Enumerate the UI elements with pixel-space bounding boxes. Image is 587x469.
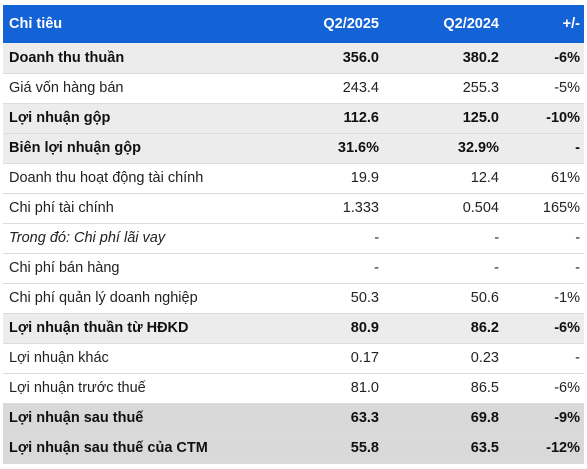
row-label: Lợi nhuận thuần từ HĐKD [3, 313, 263, 344]
table-header: Chỉ tiêu Q2/2025 Q2/2024 +/- [3, 5, 584, 43]
value-q2-2025: 31.6% [263, 133, 383, 164]
value-q2-2024: 255.3 [383, 73, 503, 104]
table-row: Doanh thu hoạt động tài chính 19.9 12.4 61% [3, 163, 584, 194]
row-label: Chi phí tài chính [3, 193, 263, 224]
value-q2-2025: 1.333 [263, 193, 383, 224]
row-label: Biên lợi nhuận gộp [3, 133, 263, 164]
value-q2-2025: - [263, 253, 383, 284]
value-change: -5% [503, 73, 584, 104]
value-q2-2025: 80.9 [263, 313, 383, 344]
value-q2-2024: 0.23 [383, 343, 503, 374]
header-row: Chỉ tiêu Q2/2025 Q2/2024 +/- [3, 5, 584, 43]
value-change: -6% [503, 43, 584, 74]
value-change: -10% [503, 103, 584, 134]
value-q2-2025: 50.3 [263, 283, 383, 314]
value-change: -12% [503, 433, 584, 464]
table-row: Lợi nhuận sau thuế của CTM 55.8 63.5 -12% [3, 433, 584, 464]
table-row: Lợi nhuận trước thuế 81.0 86.5 -6% [3, 373, 584, 404]
value-q2-2024: 50.6 [383, 283, 503, 314]
value-change: -6% [503, 373, 584, 404]
value-q2-2024: 380.2 [383, 43, 503, 74]
table-row: Doanh thu thuần 356.0 380.2 -6% [3, 43, 584, 74]
row-label: Doanh thu thuần [3, 43, 263, 74]
value-q2-2024: - [383, 223, 503, 254]
value-q2-2024: 32.9% [383, 133, 503, 164]
value-change: -1% [503, 283, 584, 314]
table-row: Chi phí quản lý doanh nghiệp 50.3 50.6 -1% [3, 283, 584, 314]
row-label: Lợi nhuận trước thuế [3, 373, 263, 404]
value-q2-2024: 69.8 [383, 403, 503, 434]
value-q2-2024: 12.4 [383, 163, 503, 194]
table-body: Doanh thu thuần 356.0 380.2 -6% Giá vốn hàng… [3, 43, 584, 464]
financial-summary-table: Chỉ tiêu Q2/2025 Q2/2024 +/- Doanh thu t… [3, 5, 584, 464]
value-q2-2025: - [263, 223, 383, 254]
value-q2-2025: 243.4 [263, 73, 383, 104]
row-label: Lợi nhuận khác [3, 343, 263, 374]
value-q2-2024: 0.504 [383, 193, 503, 224]
header-q2-2024: Q2/2024 [443, 16, 499, 32]
row-label: Chi phí bán hàng [3, 253, 263, 284]
value-change: 61% [503, 163, 584, 194]
value-q2-2024: 86.5 [383, 373, 503, 404]
row-label: Lợi nhuận sau thuế [3, 403, 263, 434]
value-change: - [503, 343, 584, 374]
table-row: Chi phí tài chính 1.333 0.504 165% [3, 193, 584, 224]
value-q2-2024: 63.5 [383, 433, 503, 464]
value-change: - [503, 133, 584, 164]
table-row: Giá vốn hàng bán 243.4 255.3 -5% [3, 73, 584, 104]
value-q2-2025: 0.17 [263, 343, 383, 374]
row-label: Chi phí quản lý doanh nghiệp [3, 283, 263, 314]
row-label: Trong đó: Chi phí lãi vay [3, 223, 263, 254]
header-change: +/- [562, 16, 580, 32]
row-label: Lợi nhuận gộp [3, 103, 263, 134]
table-row: Trong đó: Chi phí lãi vay - - - [3, 223, 584, 254]
table-row: Biên lợi nhuận gộp 31.6% 32.9% - [3, 133, 584, 164]
table-row: Lợi nhuận sau thuế 63.3 69.8 -9% [3, 403, 584, 434]
table-row: Lợi nhuận khác 0.17 0.23- [3, 343, 584, 374]
table-row: Lợi nhuận thuần từ HĐKD 80.9 86.2 -6% [3, 313, 584, 344]
table-row: Chi phí bán hàng - - - [3, 253, 584, 284]
value-q2-2025: 63.3 [263, 403, 383, 434]
value-q2-2024: 86.2 [383, 313, 503, 344]
value-q2-2024: - [383, 253, 503, 284]
value-q2-2025: 19.9 [263, 163, 383, 194]
value-change: 165% [503, 193, 584, 224]
value-q2-2025: 81.0 [263, 373, 383, 404]
table-row: Lợi nhuận gộp 112.6 125.0 -10% [3, 103, 584, 134]
row-label: Lợi nhuận sau thuế của CTM [3, 433, 263, 464]
header-q2-2025: Q2/2025 [323, 16, 379, 32]
header-indicator: Chỉ tiêu [9, 16, 63, 32]
value-change: - [503, 223, 584, 254]
value-q2-2024: 125.0 [383, 103, 503, 134]
row-label: Giá vốn hàng bán [3, 73, 263, 104]
value-q2-2025: 55.8 [263, 433, 383, 464]
value-q2-2025: 356.0 [263, 43, 383, 74]
row-label: Doanh thu hoạt động tài chính [3, 163, 263, 194]
value-change: -6% [503, 313, 584, 344]
financial-table-container: Chỉ tiêu Q2/2025 Q2/2024 +/- Doanh thu t… [3, 5, 584, 464]
value-change: -9% [503, 403, 584, 434]
value-change: - [503, 253, 584, 284]
value-q2-2025: 112.6 [263, 103, 383, 134]
